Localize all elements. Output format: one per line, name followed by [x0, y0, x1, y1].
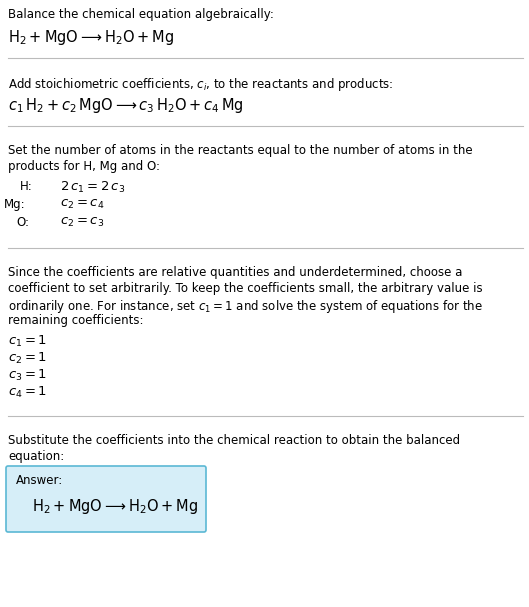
Text: $c_2 = c_3$: $c_2 = c_3$	[60, 216, 104, 229]
Text: products for H, Mg and O:: products for H, Mg and O:	[8, 160, 160, 173]
FancyBboxPatch shape	[6, 466, 206, 532]
Text: O:: O:	[16, 216, 29, 229]
Text: $c_1\, \mathrm{H_2} + c_2\, \mathrm{MgO} \longrightarrow c_3\, \mathrm{H_2O} + c: $c_1\, \mathrm{H_2} + c_2\, \mathrm{MgO}…	[8, 96, 244, 115]
Text: Set the number of atoms in the reactants equal to the number of atoms in the: Set the number of atoms in the reactants…	[8, 144, 472, 157]
Text: Substitute the coefficients into the chemical reaction to obtain the balanced: Substitute the coefficients into the che…	[8, 434, 460, 447]
Text: remaining coefficients:: remaining coefficients:	[8, 314, 143, 327]
Text: $c_2 = 1$: $c_2 = 1$	[8, 351, 47, 366]
Text: $c_4 = 1$: $c_4 = 1$	[8, 385, 47, 400]
Text: $c_2 = c_4$: $c_2 = c_4$	[60, 198, 104, 211]
Text: H:: H:	[20, 180, 33, 193]
Text: ordinarily one. For instance, set $c_1 = 1$ and solve the system of equations fo: ordinarily one. For instance, set $c_1 =…	[8, 298, 483, 315]
Text: Add stoichiometric coefficients, $c_i$, to the reactants and products:: Add stoichiometric coefficients, $c_i$, …	[8, 76, 394, 93]
Text: Answer:: Answer:	[16, 474, 63, 487]
Text: Balance the chemical equation algebraically:: Balance the chemical equation algebraica…	[8, 8, 274, 21]
Text: $c_3 = 1$: $c_3 = 1$	[8, 368, 47, 383]
Text: $\mathrm{H_2 + MgO} \longrightarrow \mathrm{H_2O + Mg}$: $\mathrm{H_2 + MgO} \longrightarrow \mat…	[8, 28, 174, 47]
Text: equation:: equation:	[8, 450, 64, 463]
Text: $\mathrm{H_2 + MgO} \longrightarrow \mathrm{H_2O + Mg}$: $\mathrm{H_2 + MgO} \longrightarrow \mat…	[32, 497, 198, 516]
Text: Mg:: Mg:	[4, 198, 25, 211]
Text: Since the coefficients are relative quantities and underdetermined, choose a: Since the coefficients are relative quan…	[8, 266, 462, 279]
Text: $c_1 = 1$: $c_1 = 1$	[8, 334, 47, 349]
Text: coefficient to set arbitrarily. To keep the coefficients small, the arbitrary va: coefficient to set arbitrarily. To keep …	[8, 282, 482, 295]
Text: $2\,c_1 = 2\,c_3$: $2\,c_1 = 2\,c_3$	[60, 180, 125, 195]
